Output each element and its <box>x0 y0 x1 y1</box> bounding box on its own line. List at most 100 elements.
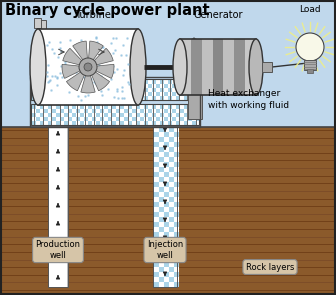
Bar <box>164 80 168 84</box>
Bar <box>136 88 140 92</box>
Bar <box>154 182 159 187</box>
Bar <box>124 88 128 92</box>
Bar <box>128 92 132 96</box>
Bar <box>180 117 184 121</box>
Bar <box>76 117 80 121</box>
Bar <box>192 79 196 80</box>
Bar <box>164 142 169 147</box>
Bar <box>72 117 76 121</box>
Bar <box>48 92 52 96</box>
Bar <box>0 127 336 295</box>
Bar <box>160 88 164 92</box>
Bar <box>72 121 76 125</box>
Bar <box>144 88 148 92</box>
Bar <box>52 80 56 84</box>
Bar <box>188 80 192 84</box>
Bar <box>168 104 172 105</box>
Bar <box>174 177 179 182</box>
Bar <box>116 113 120 117</box>
Bar <box>164 202 169 207</box>
Bar <box>100 88 104 92</box>
Bar <box>164 247 169 252</box>
Bar <box>128 79 132 80</box>
Bar <box>156 121 160 125</box>
Bar <box>56 96 60 100</box>
Bar <box>96 105 100 109</box>
Bar <box>116 117 120 121</box>
Bar <box>169 257 174 262</box>
Bar <box>169 167 174 172</box>
Bar <box>164 222 169 227</box>
Bar <box>112 117 116 121</box>
Bar <box>154 152 159 157</box>
Bar <box>148 79 152 80</box>
Text: Injection
well: Injection well <box>147 240 183 260</box>
Bar <box>169 192 174 197</box>
Bar <box>104 104 108 105</box>
Bar <box>192 104 196 105</box>
Bar <box>196 105 200 109</box>
Bar <box>52 92 56 96</box>
Bar <box>174 187 179 192</box>
Bar <box>164 137 169 142</box>
Bar <box>148 84 152 88</box>
Bar <box>32 117 36 121</box>
Bar <box>128 80 132 84</box>
Bar <box>60 104 64 105</box>
Bar <box>76 88 80 92</box>
Ellipse shape <box>130 29 146 105</box>
Bar <box>180 104 184 105</box>
Bar <box>169 212 174 217</box>
Bar <box>144 117 148 121</box>
Bar <box>159 182 164 187</box>
Bar <box>100 117 104 121</box>
Bar <box>174 202 179 207</box>
Bar <box>154 142 159 147</box>
Bar <box>48 121 52 125</box>
Bar <box>168 79 172 80</box>
Bar <box>44 117 48 121</box>
Bar <box>188 121 192 125</box>
Bar <box>52 121 56 125</box>
Bar <box>174 167 179 172</box>
Bar <box>136 109 140 113</box>
Bar <box>52 88 56 92</box>
Bar <box>36 88 40 92</box>
Wedge shape <box>73 41 88 67</box>
Bar <box>154 262 159 267</box>
Bar <box>154 282 159 287</box>
Bar <box>154 187 159 192</box>
Bar <box>148 80 152 84</box>
Bar <box>154 157 159 162</box>
Bar <box>172 105 176 109</box>
Bar <box>164 84 168 88</box>
Bar <box>154 192 159 197</box>
Bar <box>120 104 124 105</box>
Bar <box>188 79 192 80</box>
Bar <box>124 109 128 113</box>
Bar <box>112 92 116 96</box>
Bar <box>144 113 148 117</box>
Bar <box>159 157 164 162</box>
Bar <box>140 104 144 105</box>
Bar <box>52 79 56 80</box>
Bar <box>44 109 48 113</box>
Bar <box>169 222 174 227</box>
Bar <box>140 121 144 125</box>
Bar <box>36 104 40 105</box>
Bar <box>168 84 172 88</box>
Bar <box>40 121 44 125</box>
Bar <box>160 80 164 84</box>
Bar <box>112 79 116 80</box>
Bar <box>156 79 160 80</box>
Bar <box>48 96 52 100</box>
Bar <box>169 137 174 142</box>
Bar <box>159 252 164 257</box>
Bar <box>164 96 168 100</box>
Bar <box>169 177 174 182</box>
Bar <box>156 104 160 105</box>
Bar <box>116 79 120 80</box>
Bar <box>156 105 160 109</box>
Bar <box>196 88 200 92</box>
Bar <box>152 117 156 121</box>
